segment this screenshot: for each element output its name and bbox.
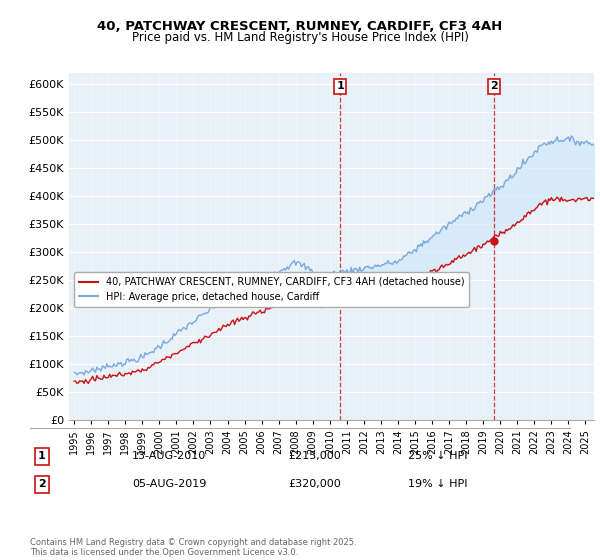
Text: 2: 2	[490, 82, 497, 91]
Text: 19% ↓ HPI: 19% ↓ HPI	[408, 479, 467, 489]
Text: 2: 2	[38, 479, 46, 489]
Text: 25% ↓ HPI: 25% ↓ HPI	[408, 451, 467, 461]
Text: 1: 1	[337, 82, 344, 91]
Text: £215,000: £215,000	[288, 451, 341, 461]
Text: 13-AUG-2010: 13-AUG-2010	[132, 451, 206, 461]
Text: 05-AUG-2019: 05-AUG-2019	[132, 479, 206, 489]
Text: 1: 1	[38, 451, 46, 461]
Text: Price paid vs. HM Land Registry's House Price Index (HPI): Price paid vs. HM Land Registry's House …	[131, 31, 469, 44]
Legend: 40, PATCHWAY CRESCENT, RUMNEY, CARDIFF, CF3 4AH (detached house), HPI: Average p: 40, PATCHWAY CRESCENT, RUMNEY, CARDIFF, …	[74, 272, 469, 307]
Text: Contains HM Land Registry data © Crown copyright and database right 2025.
This d: Contains HM Land Registry data © Crown c…	[30, 538, 356, 557]
Text: 40, PATCHWAY CRESCENT, RUMNEY, CARDIFF, CF3 4AH: 40, PATCHWAY CRESCENT, RUMNEY, CARDIFF, …	[97, 20, 503, 32]
Text: £320,000: £320,000	[288, 479, 341, 489]
